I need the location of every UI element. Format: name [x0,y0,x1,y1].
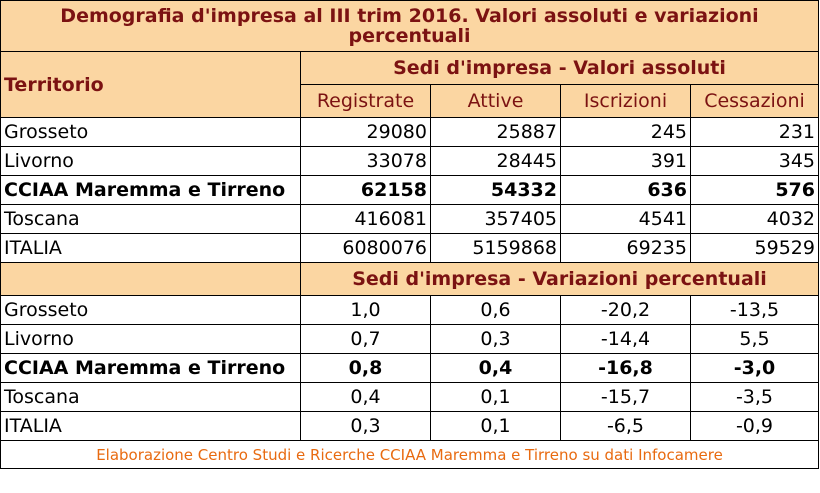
cell-value: 245 [560,117,691,147]
table-title: Demografia d'impresa al III trim 2016. V… [0,0,819,52]
cell-value: 29080 [300,117,431,147]
cell-value: 0,8 [300,353,431,383]
cell-value: -6,5 [560,411,691,441]
row-label: Grosseto [0,117,301,147]
cell-value: 0,4 [430,353,561,383]
cell-value: 391 [560,146,691,176]
abs-band-header: Sedi d'impresa - Valori assoluti [300,51,819,85]
cell-value: 54332 [430,175,561,205]
table-row: Livorno 0,7 0,3 -14,4 5,5 [0,324,819,354]
cell-value: 345 [690,146,819,176]
cell-value: 416081 [300,204,431,234]
row-label: CCIAA Maremma e Tirreno [0,353,301,383]
table-row: Grosseto 1,0 0,6 -20,2 -13,5 [0,295,819,325]
cell-value: 0,1 [430,382,561,412]
column-header-iscrizioni: Iscrizioni [560,84,691,118]
cell-value: -16,8 [560,353,691,383]
cell-value: 6080076 [300,233,431,263]
cell-value: -0,9 [690,411,819,441]
cell-value: 231 [690,117,819,147]
cell-value: 0,4 [300,382,431,412]
cell-value: 576 [690,175,819,205]
cell-value: 4032 [690,204,819,234]
column-header-cessazioni: Cessazioni [690,84,819,118]
table-row: CCIAA Maremma e Tirreno 0,8 0,4 -16,8 -3,0 [0,353,819,383]
cell-value: 25887 [430,117,561,147]
cell-value: -20,2 [560,295,691,325]
cell-value: 0,3 [300,411,431,441]
row-label: Livorno [0,146,301,176]
pct-band-header: Sedi d'impresa - Variazioni percentuali [300,262,819,296]
table-row: ITALIA 6080076 5159868 69235 59529 [0,233,819,263]
table-row: CCIAA Maremma e Tirreno 62158 54332 636 576 [0,175,819,205]
cell-value: 4541 [560,204,691,234]
column-header-attive: Attive [430,84,561,118]
table-row: ITALIA 0,3 0,1 -6,5 -0,9 [0,411,819,441]
table-row: Grosseto 29080 25887 245 231 [0,117,819,147]
cell-value: 0,3 [430,324,561,354]
demografia-table: Demografia d'impresa al III trim 2016. V… [0,0,819,469]
cell-value: 357405 [430,204,561,234]
cell-value: -3,5 [690,382,819,412]
column-header-registrate: Registrate [300,84,431,118]
table-row: Livorno 33078 28445 391 345 [0,146,819,176]
table-row: Toscana 416081 357405 4541 4032 [0,204,819,234]
cell-value: 5159868 [430,233,561,263]
cell-value: -14,4 [560,324,691,354]
row-label: ITALIA [0,233,301,263]
row-label: Livorno [0,324,301,354]
cell-value: -13,5 [690,295,819,325]
row-label: Toscana [0,382,301,412]
cell-value: 28445 [430,146,561,176]
row-label: ITALIA [0,411,301,441]
row-label: CCIAA Maremma e Tirreno [0,175,301,205]
cell-value: -3,0 [690,353,819,383]
cell-value: 62158 [300,175,431,205]
cell-value: 69235 [560,233,691,263]
cell-value: 0,1 [430,411,561,441]
cell-value: 0,6 [430,295,561,325]
territory-header: Territorio [0,51,301,118]
cell-value: 33078 [300,146,431,176]
cell-value: 636 [560,175,691,205]
cell-value: -15,7 [560,382,691,412]
row-label: Grosseto [0,295,301,325]
cell-value: 1,0 [300,295,431,325]
pct-band-spacer [0,262,301,296]
row-label: Toscana [0,204,301,234]
cell-value: 59529 [690,233,819,263]
cell-value: 0,7 [300,324,431,354]
cell-value: 5,5 [690,324,819,354]
source-note: Elaborazione Centro Studi e Ricerche CCI… [0,440,819,469]
table-row: Toscana 0,4 0,1 -15,7 -3,5 [0,382,819,412]
